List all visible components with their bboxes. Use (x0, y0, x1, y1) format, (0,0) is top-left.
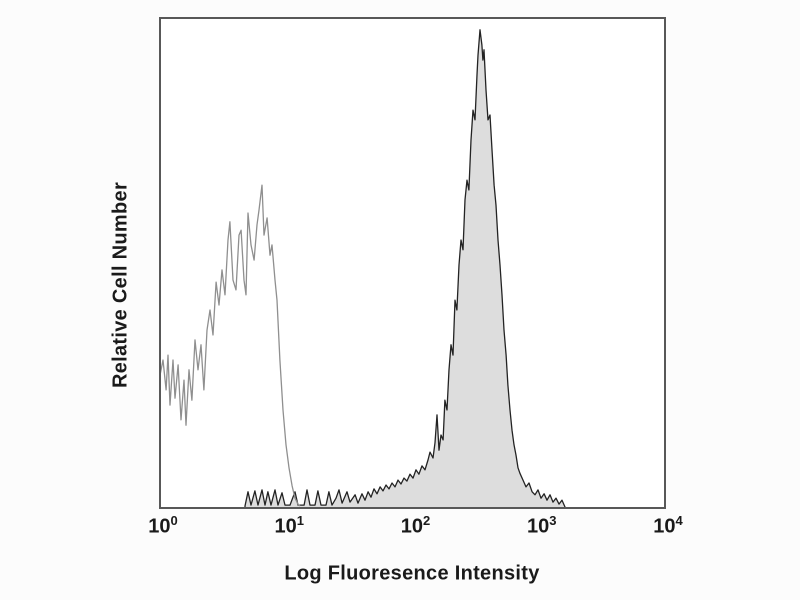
y-axis-label: Relative Cell Number (109, 181, 132, 389)
x-tick-label-10e1: 101 (274, 513, 304, 538)
plot-border (159, 17, 666, 509)
unstained-histogram-curve (159, 184, 301, 507)
x-axis-label: Log Fluoresence Intensity (284, 562, 540, 585)
x-tick-label-10e3: 103 (527, 513, 557, 538)
x-tick-label-10e0: 100 (148, 513, 178, 538)
plot-background (160, 18, 665, 508)
x-tick-label-10e4: 104 (653, 513, 683, 538)
x-tick-label-10e2: 102 (400, 513, 431, 538)
stained-histogram-area (244, 29, 566, 509)
